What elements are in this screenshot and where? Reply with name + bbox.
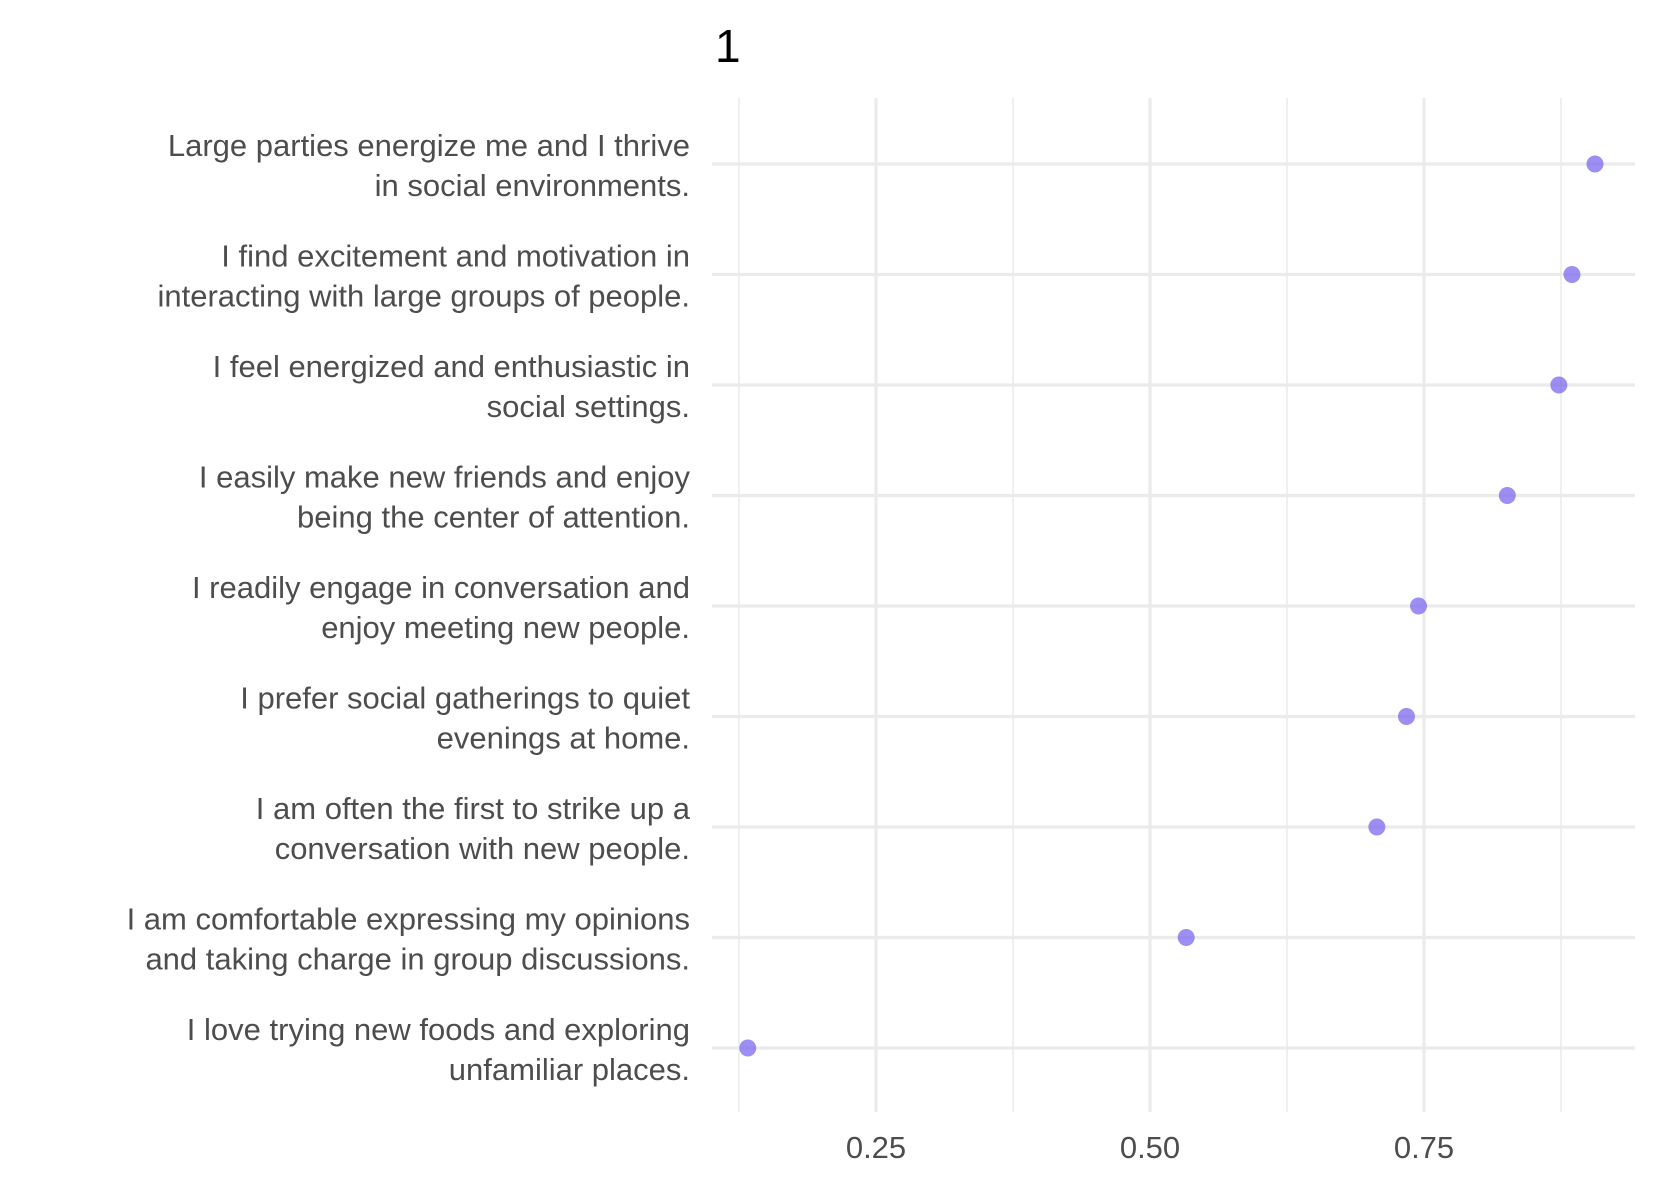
data-point bbox=[1499, 487, 1516, 504]
y-tick-label-line: being the center of attention. bbox=[297, 500, 690, 535]
y-tick-label: I find excitement and motivation in inter… bbox=[158, 239, 691, 314]
y-tick-label: I prefer social gatherings to quiet eveni… bbox=[240, 681, 690, 756]
chart-title: 1 bbox=[715, 20, 741, 72]
y-tick-label-line: I readily engage in conversation and bbox=[192, 570, 690, 605]
y-tick-label: I am comfortable expressing my opinions a… bbox=[127, 902, 690, 977]
y-tick-label-line: Large parties energize me and I thrive bbox=[168, 128, 690, 163]
y-tick-label-line: conversation with new people. bbox=[275, 831, 690, 866]
data-point bbox=[1586, 156, 1603, 173]
y-tick-label-line: I feel energized and enthusiastic in bbox=[213, 349, 690, 384]
data-point bbox=[1550, 377, 1567, 394]
y-tick-label-line: evenings at home. bbox=[437, 721, 690, 756]
y-tick-label-line: social settings. bbox=[487, 389, 690, 424]
data-point bbox=[739, 1040, 756, 1057]
y-tick-label-line: and taking charge in group discussions. bbox=[145, 942, 690, 977]
data-point bbox=[1178, 929, 1195, 946]
data-point bbox=[1368, 819, 1385, 836]
y-tick-label-line: I easily make new friends and enjoy bbox=[199, 460, 691, 495]
y-tick-label-line: in social environments. bbox=[375, 168, 690, 203]
y-tick-label-line: interacting with large groups of people. bbox=[158, 279, 691, 314]
y-tick-label-line: I prefer social gatherings to quiet bbox=[240, 681, 690, 716]
data-point bbox=[1563, 266, 1580, 283]
data-point bbox=[1398, 708, 1415, 725]
y-tick-label: Large parties energize me and I thrive in… bbox=[168, 128, 690, 203]
y-tick-label: I love trying new foods and exploring unf… bbox=[187, 1012, 690, 1087]
y-tick-label: I easily make new friends and enjoy being… bbox=[199, 460, 691, 535]
y-tick-label: I feel energized and enthusiastic in soci… bbox=[213, 349, 690, 424]
y-tick-label-line: I am often the first to strike up a bbox=[256, 791, 691, 826]
x-tick-label: 0.50 bbox=[1120, 1130, 1180, 1165]
y-tick-label-line: enjoy meeting new people. bbox=[321, 610, 690, 645]
y-tick-label-line: unfamiliar places. bbox=[449, 1052, 690, 1087]
y-tick-label: I readily engage in conversation and enjo… bbox=[192, 570, 690, 645]
x-tick-label: 0.75 bbox=[1394, 1130, 1454, 1165]
y-tick-label-line: I am comfortable expressing my opinions bbox=[127, 902, 690, 937]
data-point bbox=[1410, 598, 1427, 615]
y-tick-label-line: I love trying new foods and exploring bbox=[187, 1012, 690, 1047]
y-tick-label: I am often the first to strike up a conve… bbox=[256, 791, 691, 866]
y-tick-label-line: I find excitement and motivation in bbox=[221, 239, 690, 274]
major-gridlines bbox=[712, 98, 1635, 1112]
y-axis-labels: Large parties energize me and I thrive in… bbox=[127, 128, 691, 1087]
x-axis-tick-labels: 0.25 0.50 0.75 bbox=[846, 1130, 1454, 1165]
x-tick-label: 0.25 bbox=[846, 1130, 906, 1165]
